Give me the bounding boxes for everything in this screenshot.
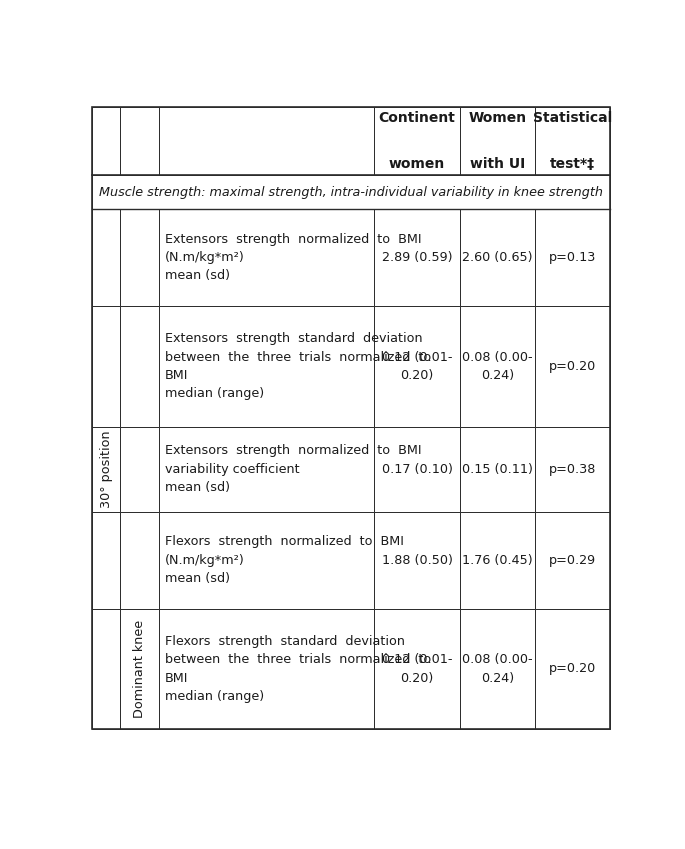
Bar: [160, 609, 375, 729]
Bar: [121, 609, 160, 729]
Text: (N.m/kg*m²): (N.m/kg*m²): [164, 251, 245, 264]
Text: Continent

women: Continent women: [379, 111, 456, 171]
Text: between  the  three  trials  normalized  to: between the three trials normalized to: [164, 654, 431, 666]
Bar: [375, 107, 460, 175]
Bar: [535, 107, 610, 175]
Text: (N.m/kg*m²): (N.m/kg*m²): [164, 554, 245, 566]
Bar: [460, 209, 535, 306]
Bar: [160, 512, 375, 609]
Bar: [121, 107, 160, 175]
Text: BMI: BMI: [164, 369, 188, 382]
Bar: [535, 609, 610, 729]
Text: BMI: BMI: [164, 672, 188, 684]
Bar: [92, 306, 121, 427]
Bar: [460, 306, 535, 427]
Text: 1.88 (0.50): 1.88 (0.50): [382, 554, 453, 566]
Text: p=0.29: p=0.29: [549, 554, 596, 566]
Bar: [160, 427, 375, 512]
Text: 0.15 (0.11): 0.15 (0.11): [462, 463, 533, 475]
Bar: [535, 512, 610, 609]
Bar: [160, 306, 375, 427]
Text: 30° position: 30° position: [100, 430, 113, 508]
Text: 0.12 (0.01-: 0.12 (0.01-: [382, 654, 452, 666]
Bar: [92, 175, 610, 209]
Bar: [121, 512, 160, 609]
Text: p=0.20: p=0.20: [549, 662, 596, 676]
Text: mean (sd): mean (sd): [164, 572, 229, 585]
Bar: [92, 609, 121, 729]
Text: p=0.13: p=0.13: [549, 251, 596, 264]
Text: between  the  three  trials  normalized  to: between the three trials normalized to: [164, 351, 431, 363]
Bar: [121, 306, 160, 427]
Bar: [375, 306, 460, 427]
Text: 0.24): 0.24): [481, 672, 514, 684]
Text: Women

with UI: Women with UI: [469, 111, 527, 171]
Text: 0.08 (0.00-: 0.08 (0.00-: [462, 351, 533, 363]
Text: 0.20): 0.20): [401, 672, 434, 684]
Text: 0.12 (0.01-: 0.12 (0.01-: [382, 351, 452, 363]
Text: median (range): median (range): [164, 690, 264, 703]
Text: Statistical

test*‡: Statistical test*‡: [533, 111, 612, 171]
Bar: [460, 427, 535, 512]
Text: p=0.20: p=0.20: [549, 360, 596, 373]
Text: variability coefficient: variability coefficient: [164, 463, 299, 475]
Text: 0.24): 0.24): [481, 369, 514, 382]
Text: 0.17 (0.10): 0.17 (0.10): [382, 463, 453, 475]
Text: Extensors  strength  standard  deviation: Extensors strength standard deviation: [164, 332, 422, 346]
Text: Extensors  strength  normalized  to  BMI: Extensors strength normalized to BMI: [164, 445, 421, 458]
Bar: [121, 427, 160, 512]
Bar: [160, 107, 375, 175]
Bar: [375, 609, 460, 729]
Bar: [375, 427, 460, 512]
Text: Muscle strength: maximal strength, intra-individual variability in knee strength: Muscle strength: maximal strength, intra…: [99, 186, 603, 199]
Text: 2.60 (0.65): 2.60 (0.65): [462, 251, 533, 264]
Text: 0.08 (0.00-: 0.08 (0.00-: [462, 654, 533, 666]
Bar: [460, 609, 535, 729]
Bar: [375, 512, 460, 609]
Text: Extensors  strength  normalized  to  BMI: Extensors strength normalized to BMI: [164, 233, 421, 245]
Text: Flexors  strength  normalized  to  BMI: Flexors strength normalized to BMI: [164, 536, 403, 548]
Bar: [92, 427, 121, 512]
Bar: [92, 209, 121, 306]
Bar: [460, 107, 535, 175]
Text: median (range): median (range): [164, 387, 264, 400]
Bar: [160, 209, 375, 306]
Bar: [375, 209, 460, 306]
Text: mean (sd): mean (sd): [164, 269, 229, 282]
Text: mean (sd): mean (sd): [164, 481, 229, 494]
Text: Flexors  strength  standard  deviation: Flexors strength standard deviation: [164, 635, 405, 648]
Text: 1.76 (0.45): 1.76 (0.45): [462, 554, 533, 566]
Text: 0.20): 0.20): [401, 369, 434, 382]
Text: p=0.38: p=0.38: [549, 463, 596, 475]
Bar: [121, 209, 160, 306]
Bar: [535, 306, 610, 427]
Text: 2.89 (0.59): 2.89 (0.59): [382, 251, 452, 264]
Bar: [92, 107, 121, 175]
Text: Dominant knee: Dominant knee: [134, 620, 147, 718]
Bar: [92, 512, 121, 609]
Bar: [535, 427, 610, 512]
Bar: [535, 209, 610, 306]
Bar: [460, 512, 535, 609]
